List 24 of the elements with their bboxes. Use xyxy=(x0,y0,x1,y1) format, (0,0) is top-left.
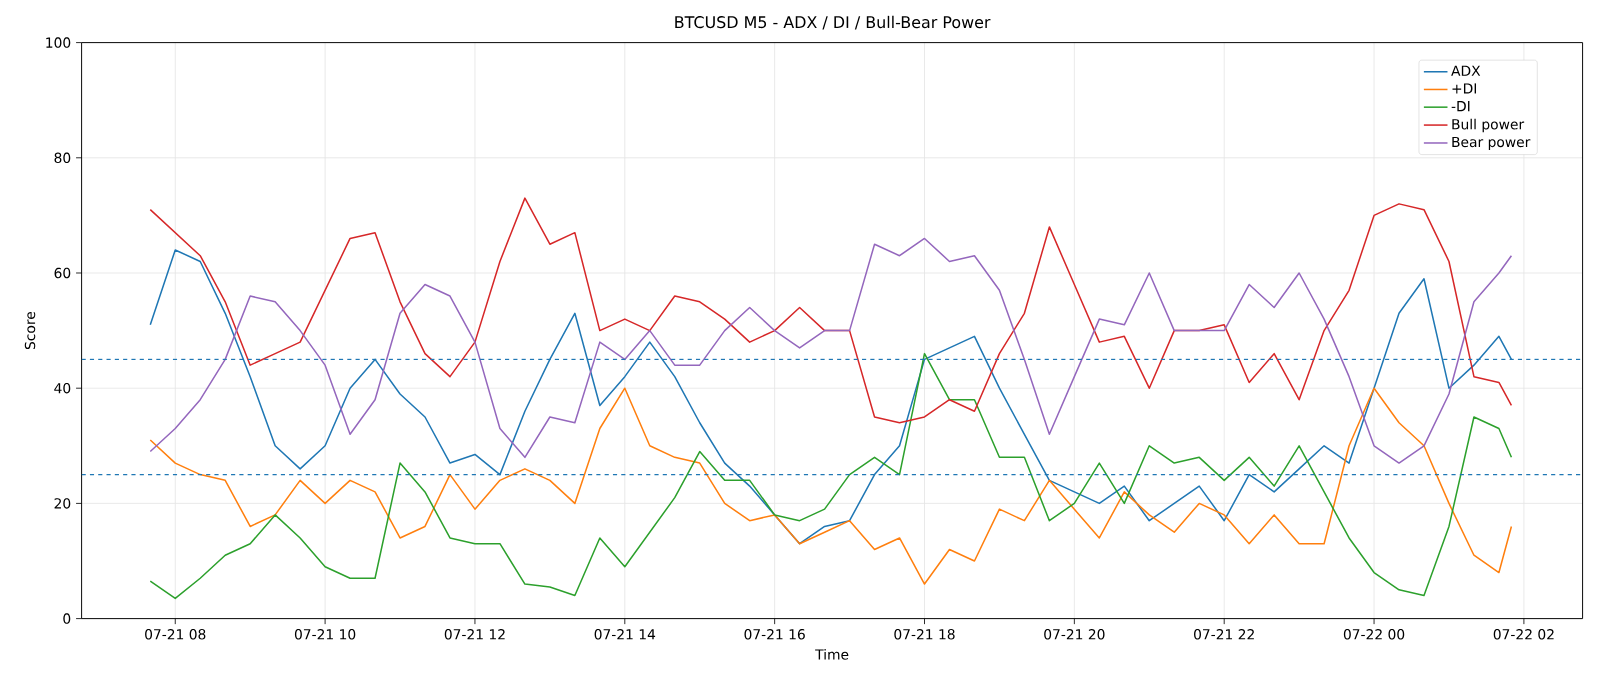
y-tick-label: 40 xyxy=(54,382,71,394)
x-tick-label: 07-21 12 xyxy=(444,629,505,640)
x-tick-label: 07-21 08 xyxy=(145,629,206,640)
x-tick-label: 07-21 16 xyxy=(744,629,805,640)
y-tick-label: 60 xyxy=(54,267,71,279)
y-tick-label: 0 xyxy=(63,613,71,624)
x-axis-title: Time xyxy=(815,648,849,660)
y-tick-label: 80 xyxy=(54,152,71,164)
x-tick-label: 07-21 18 xyxy=(894,629,955,640)
legend-label: -DI xyxy=(1451,101,1470,112)
legend-label: Bull power xyxy=(1452,118,1525,133)
x-tick-label: 07-21 10 xyxy=(294,629,356,640)
x-tick-label: 07-22 00 xyxy=(1343,629,1405,640)
x-tick-label: 07-21 20 xyxy=(1044,629,1105,640)
legend-label: Bear power xyxy=(1452,136,1531,150)
legend-label: ADX xyxy=(1451,65,1481,76)
x-tick-label: 07-21 22 xyxy=(1194,629,1254,640)
x-tick-label: 07-21 14 xyxy=(594,629,656,640)
y-axis-title: Score xyxy=(24,311,36,350)
chart-title: BTCUSD M5 - ADX / DI / Bull-Bear Power xyxy=(675,15,991,30)
y-tick-label: 20 xyxy=(54,498,71,509)
legend-label: +DI xyxy=(1452,83,1477,94)
x-tick-label: 07-22 02 xyxy=(1493,629,1554,640)
y-tick-label: 100 xyxy=(46,37,71,48)
